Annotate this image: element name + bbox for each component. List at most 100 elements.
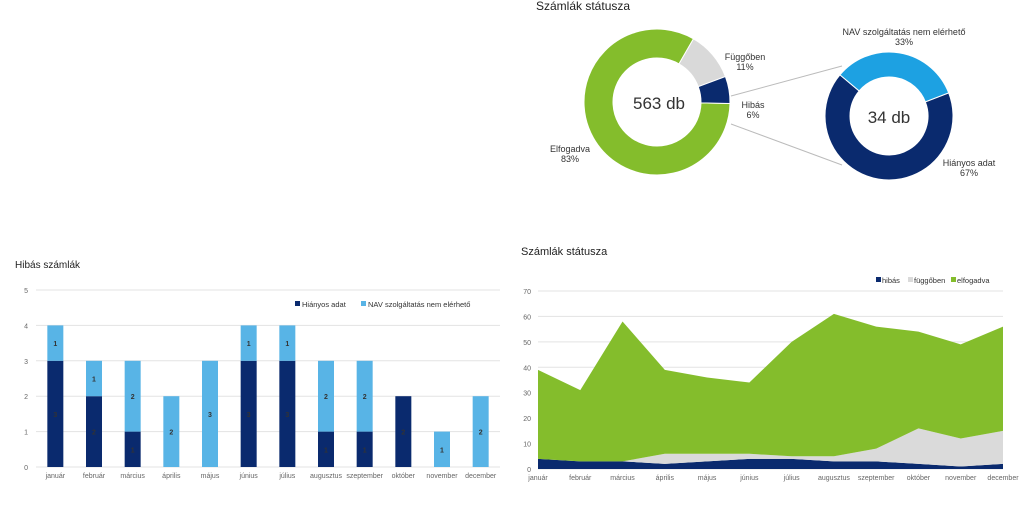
bar-segment bbox=[279, 325, 296, 361]
area-legend-swatch bbox=[876, 277, 881, 282]
area-legend-swatch bbox=[908, 277, 913, 282]
bar-x-tick: június bbox=[239, 473, 259, 480]
donut2-slice-value: 33% bbox=[895, 37, 913, 47]
bar-segment bbox=[240, 325, 257, 361]
bar-segment bbox=[47, 360, 64, 467]
area-x-tick: február bbox=[569, 475, 592, 482]
bar-segment bbox=[163, 396, 180, 467]
bar-data-label: 1 bbox=[131, 447, 135, 454]
area-y-tick: 70 bbox=[523, 289, 531, 296]
area-y-tick: 50 bbox=[523, 340, 531, 347]
bar-x-tick: november bbox=[426, 473, 458, 480]
bar-data-label: 1 bbox=[285, 341, 289, 348]
bar-segment bbox=[47, 325, 64, 361]
donut1-slice bbox=[697, 75, 731, 105]
bar-x-tick: július bbox=[278, 473, 295, 480]
area-chart-title: Számlák státusza bbox=[521, 246, 608, 258]
bar-y-tick: 5 bbox=[24, 288, 28, 295]
donut2-slice-value: 67% bbox=[960, 168, 978, 178]
donut1-center-label: 563 db bbox=[633, 94, 685, 113]
bar-y-tick: 0 bbox=[24, 465, 28, 472]
bar-legend-label: NAV szolgáltatás nem elérhető bbox=[368, 300, 470, 309]
area-series bbox=[538, 313, 1003, 462]
bar-segment bbox=[434, 431, 450, 467]
bar-segment bbox=[356, 431, 373, 467]
bar-data-label: 1 bbox=[440, 447, 444, 454]
bar-data-label: 1 bbox=[247, 341, 251, 348]
bar-data-label: 2 bbox=[363, 394, 367, 401]
bar-data-label: 2 bbox=[131, 394, 135, 401]
bar-y-tick: 1 bbox=[24, 430, 28, 437]
area-y-tick: 40 bbox=[523, 365, 531, 372]
bar-y-tick: 4 bbox=[24, 323, 28, 330]
bar-segment bbox=[395, 396, 412, 467]
area-y-tick: 10 bbox=[523, 442, 531, 449]
donut1-slice bbox=[583, 28, 731, 176]
area-legend-swatch bbox=[951, 277, 956, 282]
bar-segment bbox=[318, 431, 334, 467]
bar-data-label: 1 bbox=[53, 341, 57, 348]
bar-y-tick: 3 bbox=[24, 359, 28, 366]
bar-legend-label: Hiányos adat bbox=[302, 300, 347, 309]
area-y-tick: 30 bbox=[523, 391, 531, 398]
area-x-tick: július bbox=[783, 475, 800, 482]
bar-data-label: 1 bbox=[92, 377, 96, 384]
bar-data-label: 2 bbox=[324, 394, 328, 401]
bar-segment bbox=[124, 431, 141, 467]
area-legend-label: függőben bbox=[914, 276, 945, 285]
bar-x-tick: február bbox=[83, 473, 106, 480]
donut2-slice-name: NAV szolgáltatás nem elérhető bbox=[843, 27, 966, 37]
area-y-tick: 0 bbox=[527, 467, 531, 474]
bar-segment bbox=[240, 360, 257, 467]
bar-data-label: 2 bbox=[92, 430, 96, 437]
bar-x-tick: március bbox=[120, 473, 145, 480]
area-y-tick: 20 bbox=[523, 416, 531, 423]
bar-x-tick: május bbox=[201, 473, 220, 480]
area-x-tick: március bbox=[610, 475, 635, 482]
bar-x-tick: október bbox=[392, 473, 416, 480]
bar-segment bbox=[86, 360, 102, 397]
donut1-slice-value: 11% bbox=[736, 62, 753, 72]
bar-segment bbox=[472, 396, 489, 467]
donut1-title: Számlák státusza bbox=[536, 0, 630, 13]
donut1-slice-value: 6% bbox=[746, 110, 759, 120]
bar-x-tick: december bbox=[465, 473, 497, 480]
area-x-tick: április bbox=[656, 475, 675, 482]
bar-segment bbox=[202, 360, 218, 467]
bar-data-label: 2 bbox=[401, 430, 405, 437]
bar-data-label: 2 bbox=[479, 430, 483, 437]
bar-data-label: 2 bbox=[169, 430, 173, 437]
donut1-slice-name: Függőben bbox=[725, 52, 766, 62]
donut1-slice-name: Hibás bbox=[741, 100, 765, 110]
bar-legend-swatch bbox=[295, 301, 300, 306]
bar-x-tick: január bbox=[45, 473, 66, 480]
bar-data-label: 3 bbox=[285, 412, 289, 419]
area-series bbox=[538, 428, 1003, 467]
area-x-tick: november bbox=[945, 475, 977, 482]
area-y-tick: 60 bbox=[523, 314, 531, 321]
area-legend-label: hibás bbox=[882, 276, 900, 285]
bar-segment bbox=[318, 360, 334, 432]
donut1-slice-name: Elfogadva bbox=[550, 144, 590, 154]
area-x-tick: augusztus bbox=[818, 475, 850, 482]
bar-data-label: 1 bbox=[363, 447, 367, 454]
donut2-slice bbox=[839, 51, 950, 103]
donut2-center-label: 34 db bbox=[868, 108, 911, 127]
bar-y-tick: 2 bbox=[24, 394, 28, 401]
area-x-tick: december bbox=[987, 475, 1019, 482]
bar-segment bbox=[124, 360, 141, 432]
bar-chart-title: Hibás számlák bbox=[15, 260, 81, 271]
connector-line bbox=[730, 65, 843, 97]
bar-legend-swatch bbox=[361, 301, 366, 306]
bar-segment bbox=[356, 360, 373, 432]
bar-data-label: 1 bbox=[324, 447, 328, 454]
bar-x-tick: augusztus bbox=[310, 473, 342, 480]
area-x-tick: január bbox=[527, 475, 548, 482]
bar-x-tick: szeptember bbox=[346, 473, 383, 480]
bar-x-tick: április bbox=[162, 473, 181, 480]
area-legend-label: elfogadva bbox=[957, 276, 990, 285]
connector-line bbox=[730, 123, 843, 166]
area-x-tick: október bbox=[907, 475, 931, 482]
area-x-tick: június bbox=[739, 475, 759, 482]
